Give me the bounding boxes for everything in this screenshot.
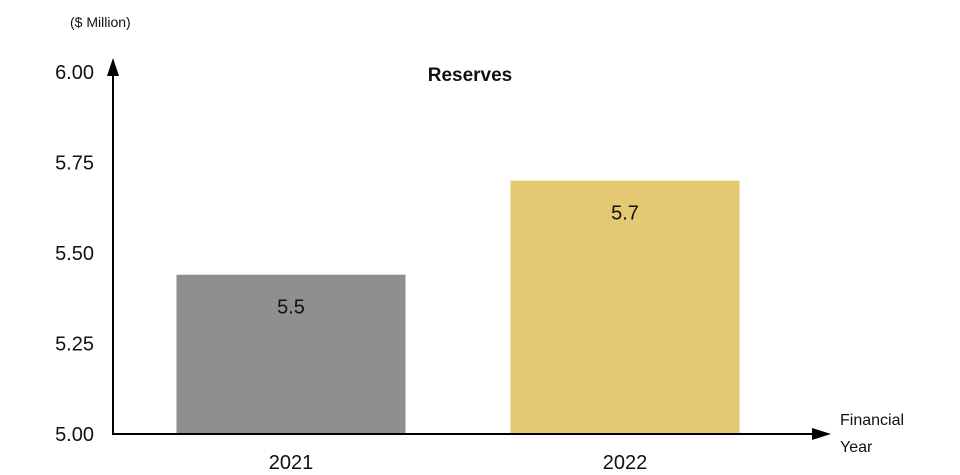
y-tick-label: 6.00	[55, 62, 94, 84]
x-category-label: 2021	[269, 452, 314, 474]
x-axis-title-line-1: Financial	[840, 412, 904, 429]
chart-title: Reserves	[428, 65, 513, 86]
bar-2022	[510, 180, 740, 434]
x-category-labels: 2021 2022	[269, 452, 648, 474]
x-category-label: 2022	[603, 452, 648, 474]
y-tick-label: 5.00	[55, 424, 94, 446]
y-axis-arrow-icon	[107, 58, 119, 76]
bar-value-label: 5.7	[611, 203, 639, 225]
y-unit-label: ($ Million)	[70, 14, 131, 30]
x-axis-title-line-2: Year	[840, 439, 873, 456]
bar-value-label: 5.5	[277, 297, 305, 319]
y-tick-label: 5.50	[55, 243, 94, 265]
y-tick-label: 5.25	[55, 334, 94, 356]
bars-group: 5.5 5.7	[176, 180, 740, 434]
y-tick-label: 5.75	[55, 153, 94, 175]
x-axis-arrow-icon	[812, 428, 831, 440]
bar-2021	[176, 274, 406, 434]
y-tick-labels: 5.00 5.25 5.50 5.75 6.00	[55, 62, 94, 446]
